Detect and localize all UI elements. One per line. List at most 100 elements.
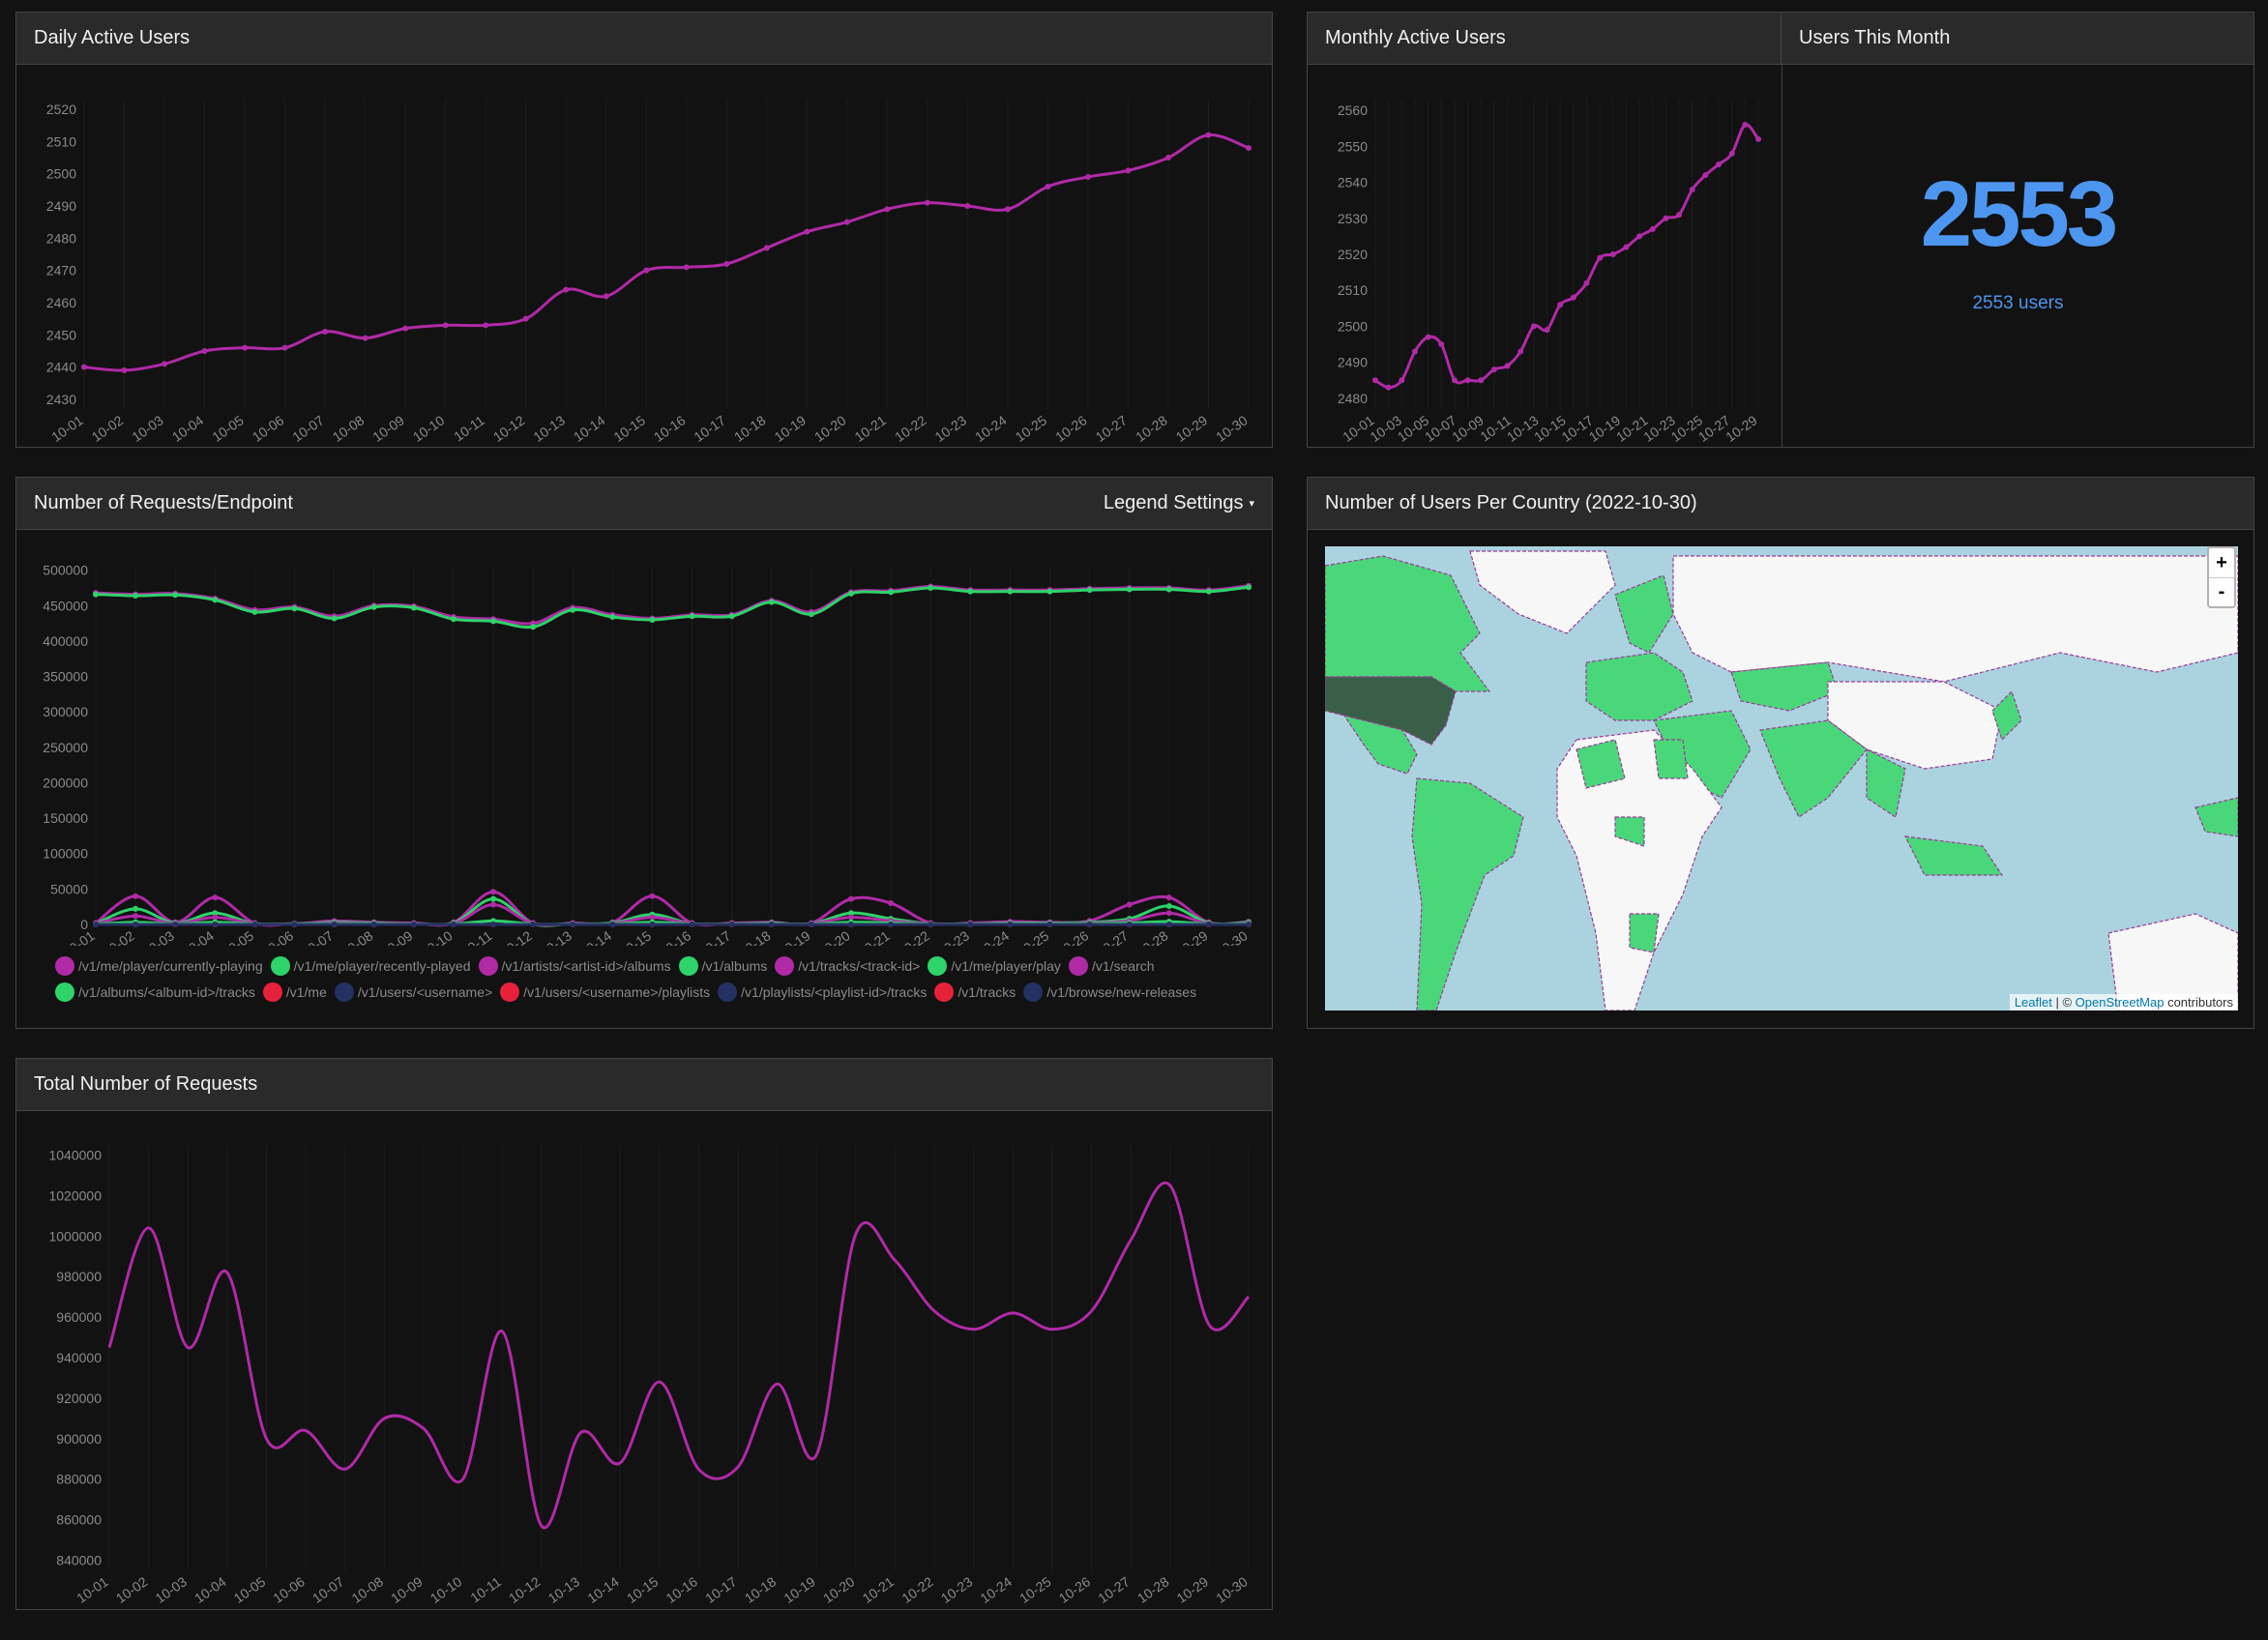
y-tick-label: 960000	[56, 1309, 102, 1325]
data-point	[331, 615, 338, 622]
legend-item[interactable]: /v1/albums/<album-id>/tracks	[55, 982, 255, 1002]
x-tick-label: 10-28	[1134, 1573, 1172, 1606]
leaflet-link[interactable]: Leaflet	[2014, 995, 2052, 1010]
data-point	[808, 922, 814, 927]
data-point	[570, 922, 576, 927]
x-tick-label: 10-29	[1173, 927, 1211, 946]
legend-settings-button[interactable]: Legend Settings ▾	[1104, 492, 1254, 514]
data-point	[847, 910, 854, 917]
data-point	[723, 261, 730, 267]
x-tick-label: 10-19	[781, 1573, 818, 1606]
data-point	[967, 588, 974, 595]
x-tick-label: 10-23	[932, 412, 970, 445]
data-point	[643, 267, 650, 274]
data-point	[172, 592, 179, 599]
attribution-tail: contributors	[2164, 995, 2233, 1010]
data-point	[1165, 586, 1172, 593]
daily-active-users-panel: Daily Active Users 2430 2440 2450 2460 2470 2…	[15, 12, 1273, 448]
legend-item[interactable]: /v1/users/<username>/playlists	[500, 982, 710, 1002]
legend-item[interactable]: /v1/browse/new-releases	[1023, 982, 1196, 1002]
data-point	[1728, 150, 1735, 157]
legend-item[interactable]: /v1/me/player/currently-playing	[55, 956, 263, 976]
legend-color-dot	[934, 982, 955, 1002]
openstreetmap-link[interactable]: OpenStreetMap	[2075, 995, 2165, 1010]
legend-item[interactable]: /v1/tracks/<track-id>	[775, 956, 920, 976]
y-tick-label: 880000	[56, 1472, 102, 1487]
data-point	[490, 922, 497, 927]
legend-item[interactable]: /v1/tracks	[934, 982, 1016, 1002]
legend-label: /v1/playlists/<playlist-id>/tracks	[741, 984, 928, 1000]
legend-item[interactable]: /v1/users/<username>	[334, 982, 493, 1002]
legend-label: /v1/me	[285, 984, 327, 1000]
y-tick-label: 2530	[1338, 211, 1368, 226]
total-requests-chart[interactable]: 840000 860000 880000 900000 920000 940000 9600…	[16, 1111, 1272, 1609]
data-point	[603, 293, 609, 300]
data-point	[1125, 167, 1132, 174]
x-tick-label: 10-14	[584, 1573, 622, 1606]
data-point	[1165, 910, 1172, 917]
y-tick-label: 300000	[43, 704, 88, 719]
y-tick-label: 2490	[46, 198, 76, 214]
data-point	[964, 203, 971, 209]
data-point	[1504, 363, 1511, 369]
data-point	[1490, 366, 1497, 373]
y-tick-label: 1020000	[48, 1187, 102, 1203]
legend-color-dot	[478, 956, 498, 976]
legend-settings-label: Legend Settings	[1103, 492, 1244, 513]
x-tick-label: 10-24	[972, 412, 1010, 445]
data-point	[1530, 323, 1537, 330]
x-tick-label: 10-21	[852, 412, 890, 445]
data-point	[1399, 377, 1405, 384]
data-point	[133, 893, 139, 899]
zoom-in-button[interactable]: +	[2216, 551, 2227, 573]
data-point	[1716, 161, 1723, 167]
data-point	[728, 613, 735, 620]
y-tick-label: 2510	[46, 133, 76, 149]
x-tick-label: 10-13	[545, 1573, 583, 1606]
daily-active-users-chart[interactable]: 2430 2440 2450 2460 2470 2480 2490 2500 2510 2520…	[16, 65, 1272, 447]
data-point	[1126, 901, 1133, 908]
x-tick-label: 10-09	[388, 1573, 426, 1606]
x-tick-label: 10-26	[1054, 927, 1092, 946]
data-point	[251, 922, 258, 927]
x-tick-label: 10-28	[1133, 412, 1170, 445]
users-this-month-caption: 2553 users	[1972, 293, 2064, 313]
y-tick-label: 2440	[46, 360, 76, 375]
data-point	[1702, 172, 1709, 179]
data-point	[1165, 902, 1172, 909]
data-point	[133, 905, 139, 912]
y-tick-label: 2560	[1338, 102, 1368, 118]
data-point	[281, 344, 288, 351]
requests-per-endpoint-chart[interactable]: 0 50000 100000 150000 200000 250000 300000 3500…	[16, 530, 1272, 960]
data-point	[847, 922, 854, 927]
users-per-country-panel: Number of Users Per Country (2022-10-30)	[1307, 477, 2254, 1029]
legend-item[interactable]: /v1/albums	[678, 956, 767, 976]
data-point	[1205, 588, 1212, 595]
data-point	[1372, 377, 1378, 384]
legend-item[interactable]: /v1/me/player/play	[928, 956, 1061, 976]
panel-title: Number of Requests/Endpoint	[34, 492, 293, 513]
data-point	[1004, 206, 1011, 213]
legend-label: /v1/artists/<artist-id>/albums	[501, 958, 671, 974]
legend-item[interactable]: /v1/playlists/<playlist-id>/tracks	[718, 982, 927, 1002]
legend-item[interactable]: /v1/me/player/recently-played	[270, 956, 471, 976]
x-tick-label: 10-24	[977, 1573, 1015, 1606]
zoom-out-button[interactable]: -	[2209, 577, 2234, 606]
y-tick-label: 2520	[46, 102, 76, 117]
world-map[interactable]: + - Leaflet | © OpenStreetMap contributo…	[1325, 546, 2238, 1010]
legend-label: /v1/users/<username>	[357, 984, 493, 1000]
data-point	[1007, 922, 1014, 927]
data-point	[251, 608, 258, 615]
legend-item[interactable]: /v1/me	[262, 982, 327, 1002]
legend-item[interactable]: /v1/artists/<artist-id>/albums	[478, 956, 671, 976]
y-tick-label: 900000	[56, 1431, 102, 1447]
data-point	[1478, 377, 1485, 384]
legend-item[interactable]: /v1/search	[1068, 956, 1155, 976]
data-point	[649, 922, 656, 927]
legend-color-dot	[775, 956, 795, 976]
panel-header: Daily Active Users	[16, 13, 1272, 65]
y-tick-label: 2480	[1338, 391, 1368, 406]
data-point	[1517, 348, 1524, 355]
monthly-active-users-chart[interactable]: 24802490250025102520253025402550256010-0…	[1308, 65, 1782, 447]
legend-color-dot	[928, 956, 948, 976]
